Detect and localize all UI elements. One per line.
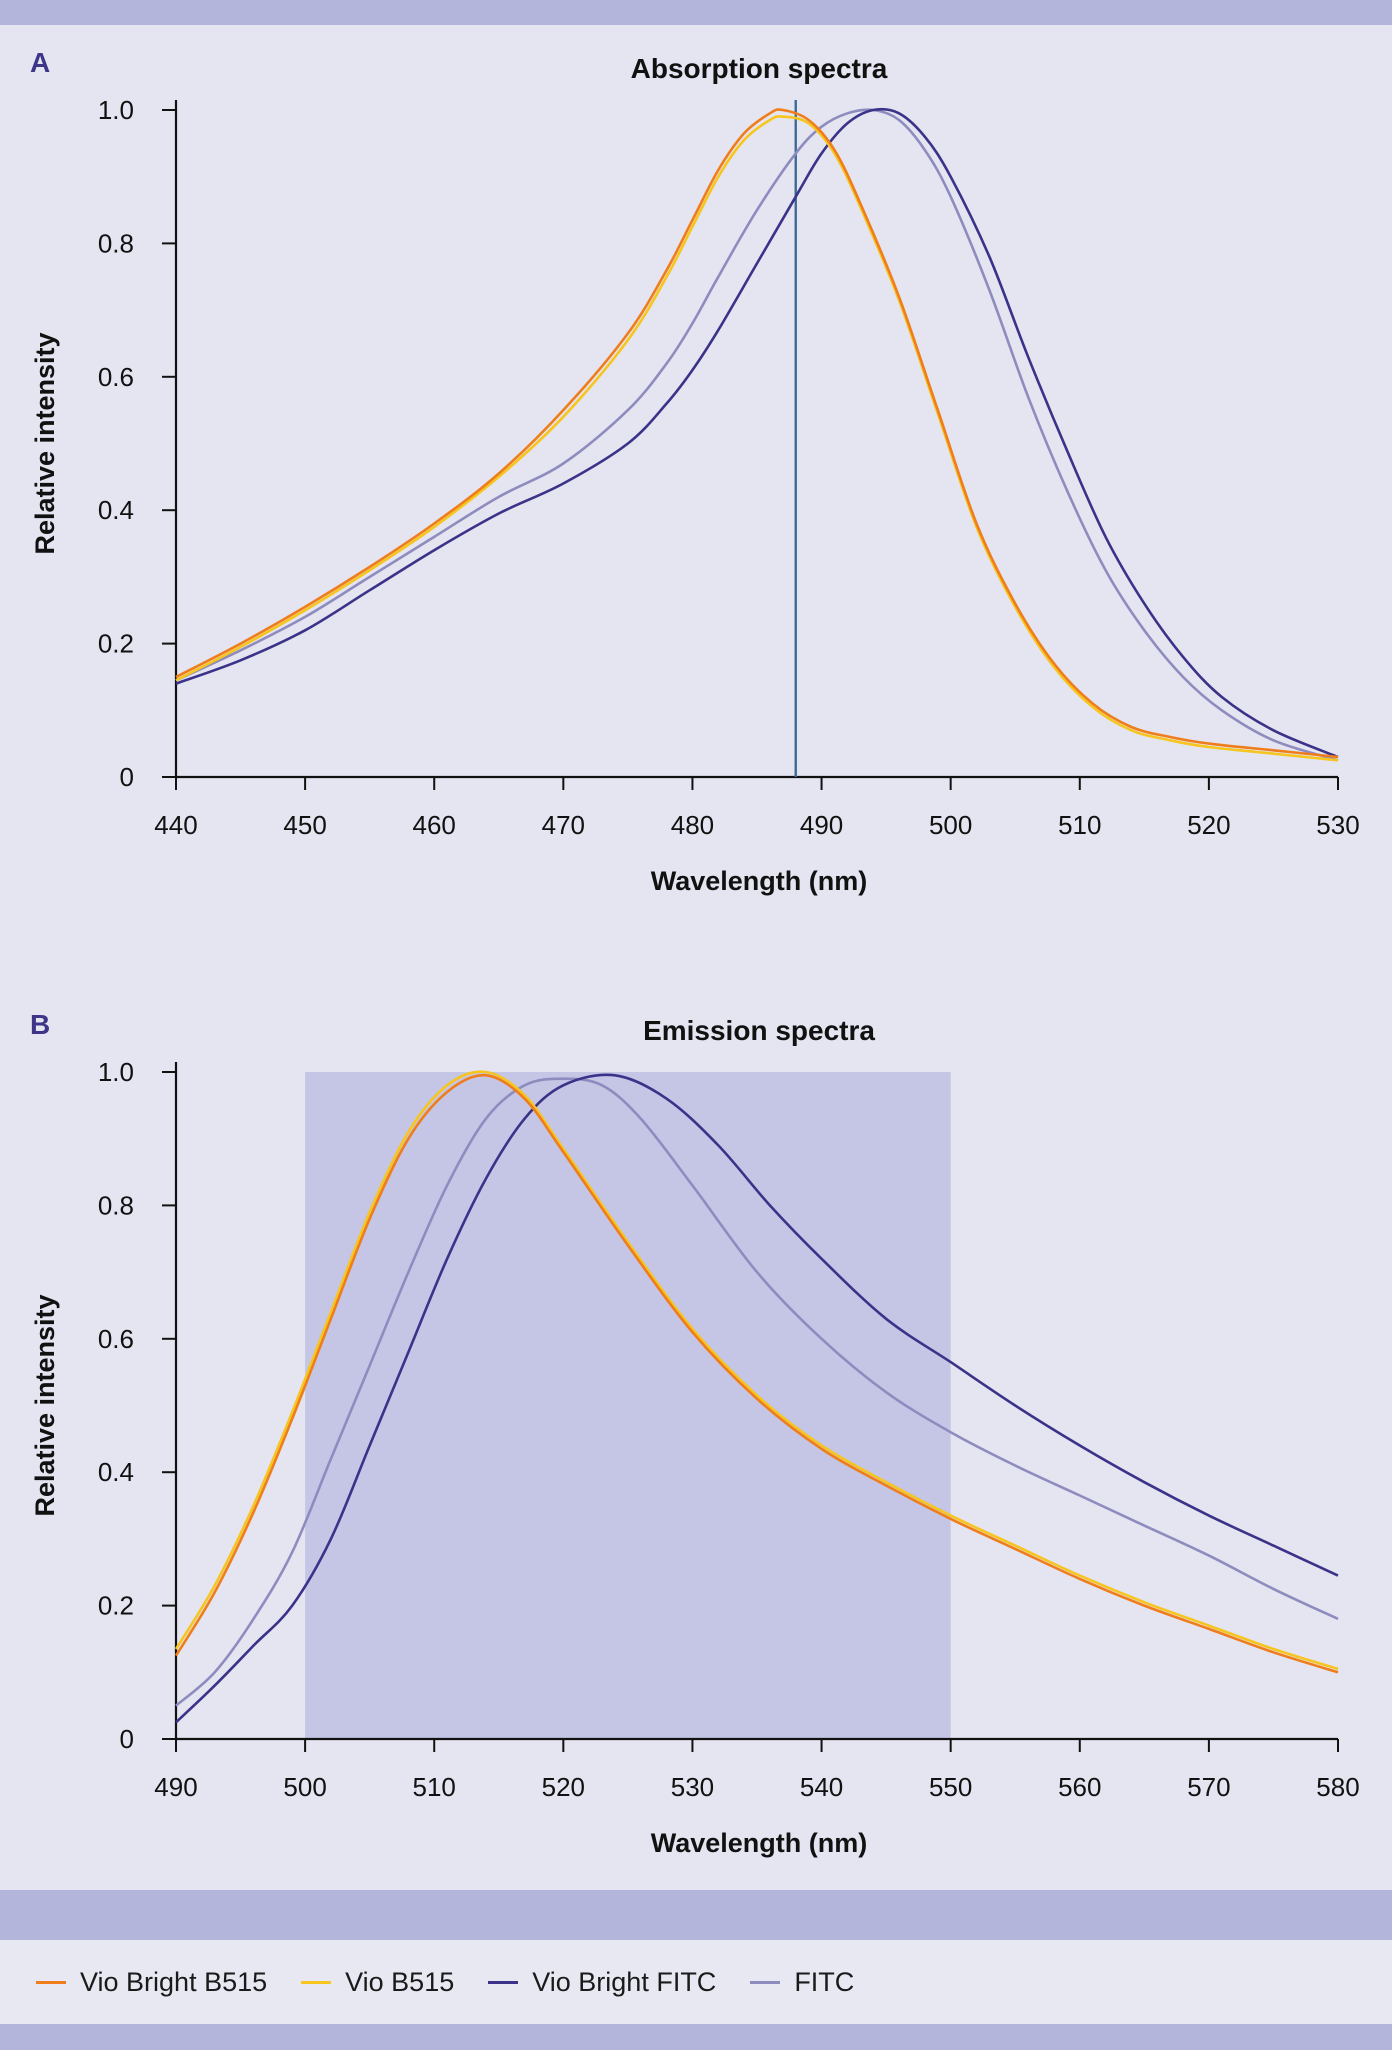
emission-x-tick-label: 580 [1316, 1772, 1359, 1802]
legend: Vio Bright B515 Vio B515 Vio Bright FITC… [36, 1962, 854, 2002]
absorption-series-vio-bright-b515 [175, 108, 1339, 759]
legend-swatch [488, 1980, 519, 1984]
legend-label: Vio Bright B515 [80, 1966, 268, 1997]
emission-x-tick-label: 490 [154, 1772, 197, 1802]
absorption-series-vio-bright-fitc [175, 107, 1339, 759]
legend-label: Vio B515 [345, 1966, 455, 1997]
absorption-x-tick-label: 440 [154, 810, 197, 840]
emission-y-axis-title: Relative intensity [30, 1294, 60, 1516]
absorption-y-tick-label: 0.8 [98, 228, 134, 258]
absorption-y-axis-title: Relative intensity [30, 332, 60, 554]
emission-x-tick-label: 550 [929, 1772, 972, 1802]
legend-swatch [301, 1980, 332, 1984]
emission-series-vio-bright-fitc [175, 1073, 1339, 1724]
emission-y-tick-label: 0.4 [98, 1457, 134, 1487]
legend-label: FITC [794, 1966, 855, 1997]
emission-panel-letter: B [30, 1009, 50, 1040]
absorption-y-tick-label: 1.0 [98, 95, 134, 125]
bottom-band [0, 2024, 1392, 2050]
emission-series-vio-bright-b515 [174, 1073, 1339, 1674]
absorption-chart: A Absorption spectra 440 450 460 470 480 490 500… [30, 47, 1360, 896]
legend-label: Vio Bright FITC [532, 1966, 717, 1997]
absorption-y-tick-label: 0.4 [98, 495, 134, 525]
emission-x-tick-label: 560 [1058, 1772, 1101, 1802]
top-band [0, 0, 1392, 25]
absorption-chart-title: Absorption spectra [631, 53, 888, 84]
legend-item-fitc: FITC [750, 1967, 854, 1998]
legend-item-vio-bright-b515: Vio Bright B515 [36, 1967, 267, 1998]
emission-series-vio-b515 [174, 1070, 1339, 1671]
legend-item-vio-bright-fitc: Vio Bright FITC [488, 1967, 716, 1998]
legend-item-vio-b515: Vio B515 [301, 1967, 454, 1998]
absorption-x-tick-label: 470 [542, 810, 585, 840]
emission-series-fitc [175, 1077, 1339, 1707]
absorption-x-tick-label: 500 [929, 810, 972, 840]
emission-y-tick-label: 0.2 [98, 1591, 134, 1621]
emission-x-tick-label: 530 [671, 1772, 714, 1802]
emission-y-tick-label: 0.6 [98, 1324, 134, 1354]
absorption-y-tick-label: 0.6 [98, 362, 134, 392]
absorption-series-vio-b515 [175, 115, 1339, 762]
emission-filter-band [305, 1072, 951, 1739]
emission-y-tick-label: 1.0 [98, 1057, 134, 1087]
absorption-y-tick-label: 0.2 [98, 629, 134, 659]
absorption-x-tick-label: 450 [283, 810, 326, 840]
absorption-x-tick-label: 520 [1187, 810, 1230, 840]
absorption-y-tick-label: 0 [120, 762, 134, 792]
emission-y-tick-label: 0 [120, 1724, 134, 1754]
emission-x-tick-label: 510 [413, 1772, 456, 1802]
emission-chart: B Emission spectra 490 500 510 520 530 540 550 56… [30, 1009, 1360, 1858]
emission-x-tick-label: 570 [1187, 1772, 1230, 1802]
absorption-panel-letter: A [30, 47, 50, 78]
legend-swatch [750, 1980, 781, 1984]
absorption-x-tick-label: 460 [413, 810, 456, 840]
absorption-x-tick-label: 490 [800, 810, 843, 840]
emission-x-tick-label: 520 [542, 1772, 585, 1802]
absorption-x-tick-label: 480 [671, 810, 714, 840]
absorption-x-axis-title: Wavelength (nm) [651, 866, 868, 896]
absorption-series-fitc [175, 108, 1339, 762]
middle-band [0, 1890, 1392, 1940]
emission-x-tick-label: 500 [283, 1772, 326, 1802]
emission-chart-title: Emission spectra [643, 1015, 875, 1046]
emission-x-tick-label: 540 [800, 1772, 843, 1802]
emission-y-tick-label: 0.8 [98, 1190, 134, 1220]
emission-x-axis-title: Wavelength (nm) [651, 1828, 868, 1858]
legend-background [0, 1940, 1392, 2024]
legend-swatch [36, 1980, 66, 1984]
absorption-x-tick-label: 510 [1058, 810, 1101, 840]
absorption-x-tick-label: 530 [1316, 810, 1359, 840]
